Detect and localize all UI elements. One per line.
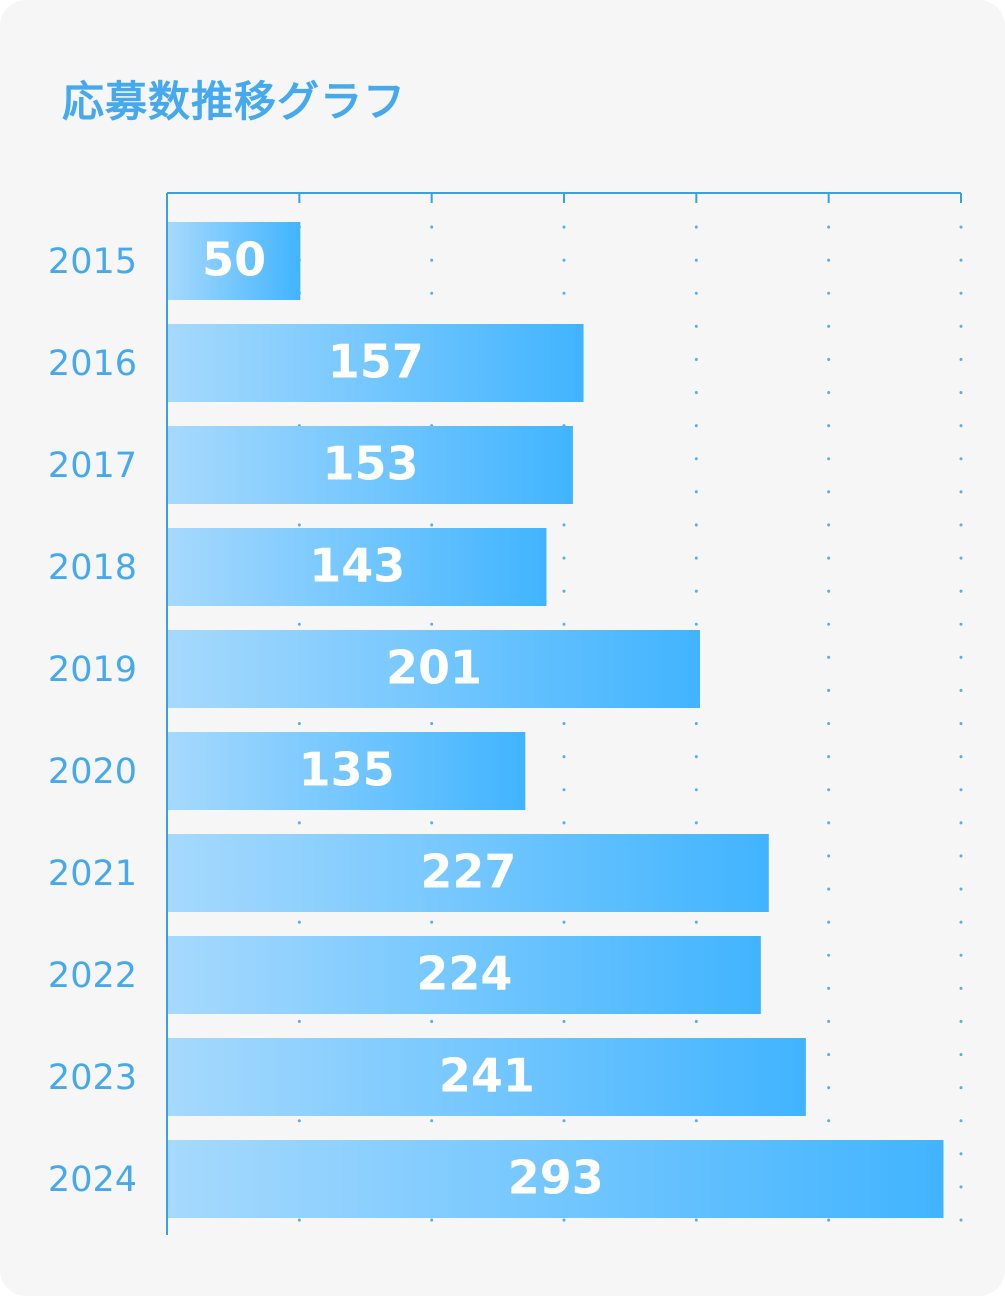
category-label-2022: 2022 xyxy=(48,956,137,996)
bar-2023 xyxy=(168,1038,806,1116)
chart-title: 応募数推移グラフ xyxy=(62,77,407,126)
bar-value-label-2020: 135 xyxy=(299,743,395,797)
bar-2016 xyxy=(168,324,584,402)
category-label-2015: 2015 xyxy=(48,242,137,282)
bar-value-label-2023: 241 xyxy=(439,1049,535,1103)
category-label-2016: 2016 xyxy=(48,344,137,384)
bar-value-label-2024: 293 xyxy=(508,1151,604,1205)
category-label-2018: 2018 xyxy=(48,548,137,588)
bar-value-label-2016: 157 xyxy=(328,335,424,389)
category-label-2024: 2024 xyxy=(48,1160,137,1200)
bar-2022 xyxy=(168,936,761,1014)
category-label-2021: 2021 xyxy=(48,854,137,894)
bar-value-label-2022: 224 xyxy=(416,947,512,1001)
axes xyxy=(166,192,962,1235)
bar-2024 xyxy=(168,1140,944,1218)
category-label-2019: 2019 xyxy=(48,650,137,690)
bar-value-label-2015: 50 xyxy=(202,233,266,287)
bar-2015 xyxy=(168,222,301,300)
bar-value-label-2021: 227 xyxy=(420,845,516,899)
bar-value-label-2019: 201 xyxy=(386,641,482,695)
bar-2021 xyxy=(168,834,769,912)
bars xyxy=(168,222,944,1218)
bar-2020 xyxy=(168,732,526,810)
bar-value-label-2018: 143 xyxy=(309,539,405,593)
bar-2018 xyxy=(168,528,547,606)
category-label-2023: 2023 xyxy=(48,1058,137,1098)
bar-2019 xyxy=(168,630,700,708)
category-label-2017: 2017 xyxy=(48,446,137,486)
bar-2017 xyxy=(168,426,573,504)
bar-value-label-2017: 153 xyxy=(322,437,418,491)
labels: 50 2015 157 2016 153 2017 143 2018 201 2019 135 202… xyxy=(48,233,604,1205)
category-label-2020: 2020 xyxy=(48,752,137,792)
